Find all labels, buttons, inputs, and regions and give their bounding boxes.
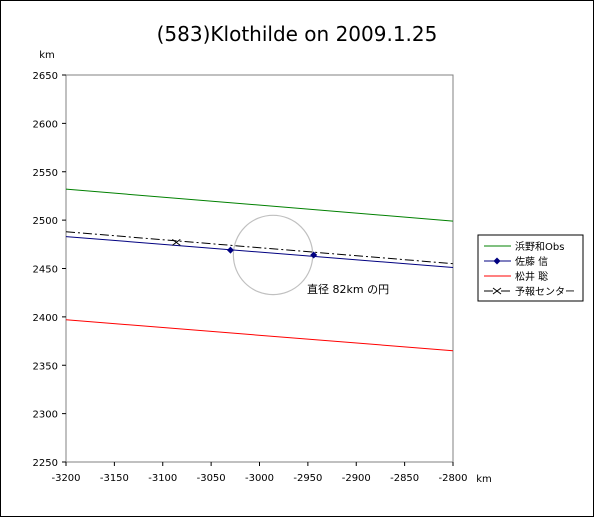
legend-series-3-label: 松井 聡 [515, 270, 548, 283]
x-tick-label-1: -3200 [51, 473, 80, 484]
y-tick-label-7: 2350 [33, 361, 58, 372]
y-tick-label-2: 2600 [33, 119, 58, 130]
legend-series-1-label: 浜野和Obs [515, 241, 564, 253]
series-1-line [65, 188, 454, 222]
y-tick-label-6: 2400 [33, 313, 58, 324]
legend-series-4-label: 予報センター [515, 286, 575, 298]
series-2-point-1 [226, 246, 234, 254]
series-3-line [65, 319, 454, 352]
legend-series-2-marker [493, 257, 501, 265]
y-tick-label-3: 2550 [33, 168, 58, 179]
legend-series-4-marker [492, 287, 502, 295]
series-4-point-1-stroke-b [171, 238, 181, 246]
chart-marks [65, 188, 454, 352]
y-tick-label-5: 2450 [33, 265, 58, 276]
series-2-line [65, 236, 454, 269]
y-tick-label-4: 2500 [33, 216, 58, 227]
x-tick-label-5: -3000 [245, 473, 274, 484]
series-4-point-1 [171, 238, 181, 246]
legend-series-4-marker-stroke-b [492, 287, 502, 295]
x-tick-label-3: -3100 [148, 473, 177, 484]
circle-annotation: 直径 82km の円 [307, 282, 389, 296]
y-axis-unit: km [39, 50, 55, 61]
x-tick-label-9: -2800 [438, 473, 467, 484]
x-tick-label-2: -3150 [100, 473, 129, 484]
plot-area [65, 74, 454, 463]
series-2-point-2 [310, 251, 318, 259]
x-tick-label-6: -2950 [293, 473, 322, 484]
y-tick-label-9: 2250 [33, 458, 58, 469]
x-axis-unit: km [476, 474, 492, 485]
x-tick-label-4: -3050 [197, 473, 226, 484]
y-tick-label-1: 2650 [33, 71, 58, 82]
chart-title: (583)Klothilde on 2009.1.25 [157, 22, 438, 46]
x-tick-label-7: -2900 [342, 473, 371, 484]
y-tick-label-8: 2300 [33, 410, 58, 421]
x-tick-label-8: -2850 [390, 473, 419, 484]
legend-series-2-label: 佐藤 信 [515, 256, 548, 268]
series-4-line [65, 231, 454, 265]
axis-ticks: -3200 -3150 -3100 -3050 -3000 -2950 -2900 -2850… [33, 71, 468, 484]
